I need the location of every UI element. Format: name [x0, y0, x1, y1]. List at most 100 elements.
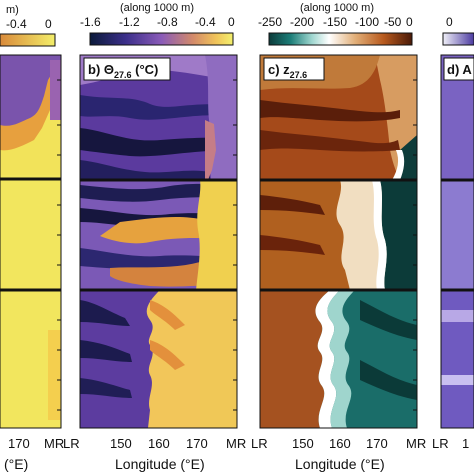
- panel-b-dark-band-2: [80, 128, 237, 157]
- panel-b-mid-dark-1: [80, 183, 237, 202]
- colorbar-a-tick-0: -0.4: [6, 17, 27, 31]
- panel-b-low-dark-3: [80, 378, 132, 398]
- colorbar-b-tick-2: -0.8: [157, 15, 178, 29]
- panel-d-xtick-0: LR: [432, 436, 449, 451]
- panel-c-mid-white: [372, 180, 387, 290]
- panel-b-title-sub: 27.6: [114, 70, 132, 80]
- panel-b-xtick-0: LR: [63, 436, 80, 451]
- colorbar-c-header: (along 1000 m): [300, 2, 374, 14]
- colorbar-b-bar: [89, 32, 234, 46]
- panel-c-xtick-2: 160: [329, 436, 351, 451]
- panel-c-title-sub: 27.6: [290, 70, 308, 80]
- colorbar-c: (along 1000 m) -250 -200 -150 -100 -50 0: [258, 2, 413, 46]
- panel-c-xlabel: Longitude (°E): [295, 456, 385, 472]
- colorbar-b-tick-0: -1.6: [80, 15, 101, 29]
- colorbar-a: m) -0.4 0: [0, 4, 56, 47]
- panel-c-xaxis: LR 150 160 170 MR Longitude (°E): [251, 436, 426, 472]
- panel-b-mid-right-yellow: [196, 180, 237, 290]
- panel-c-xtick-4: MR: [406, 436, 426, 451]
- panel-b-xtick-1: 150: [110, 436, 132, 451]
- panel-d-frame: [440, 54, 474, 429]
- panel-b-xaxis: LR 150 160 170 MR Longitude (°E): [63, 436, 246, 472]
- panel-c-frame: [259, 54, 418, 429]
- panel-c-title: c) z27.6: [263, 57, 325, 81]
- panel-b-xtick-2: 160: [148, 436, 170, 451]
- panel-c-dark-1: [260, 100, 400, 122]
- panel-d-title: d) A: [443, 57, 474, 81]
- panel-c-low-brown: [260, 290, 330, 428]
- y-ticks: [57, 79, 417, 411]
- panel-b-dark-band-3: [80, 160, 210, 180]
- panel-b-low-right: [200, 300, 237, 428]
- panel-b-title-text: b) Θ27.6 (°C): [88, 62, 158, 80]
- panel-c-heatmap: [260, 55, 417, 428]
- panel-b-low-dark-2: [80, 340, 132, 362]
- panel-c-low-white: [315, 290, 340, 428]
- panel-c-title-main: c) z: [268, 62, 290, 77]
- panel-c-mid-dark-2: [260, 235, 325, 255]
- panel-c-title-text: c) z27.6: [268, 62, 307, 80]
- panel-a-frame: [0, 54, 62, 429]
- panel-b-heatmap: [80, 55, 237, 428]
- panel-c-white-edge-1: [392, 150, 405, 180]
- panel-b-right-edge-1: [205, 120, 216, 180]
- panel-c-mid-teal: [380, 180, 417, 290]
- panel-a-lower-band: [48, 330, 61, 420]
- panel-a-yellow-patch: [0, 100, 61, 175]
- colorbar-b-tick-4: 0: [228, 15, 235, 29]
- colorbar-b-tick-1: -1.2: [119, 15, 140, 29]
- panel-d-stripe-1: [441, 310, 474, 322]
- colorbar-d: 0: [442, 15, 474, 46]
- panel-b-title-main: b) Θ: [88, 62, 114, 77]
- panel-c-mid-dark-1: [260, 195, 325, 215]
- panel-c-xtick-0: LR: [251, 436, 268, 451]
- panel-c-title-box: [263, 57, 325, 81]
- panel-b-low-orange-1: [150, 300, 185, 330]
- colorbar-c-tick-0: -250: [258, 15, 282, 29]
- panel-a-xlabel: (°E): [4, 456, 28, 472]
- panel-c-xtick-1: 150: [292, 436, 314, 451]
- colorbar-c-tick-3: -100: [355, 15, 379, 29]
- colorbar-a-bar: [0, 33, 56, 47]
- colorbar-c-tick-4: -50: [384, 15, 402, 29]
- colorbar-c-bar: [268, 32, 413, 46]
- colorbar-c-tick-2: -150: [323, 15, 347, 29]
- panel-b-title-box: [83, 57, 171, 81]
- panel-b-xtick-3: 170: [186, 436, 208, 451]
- panel-a-xtick-0: 170: [8, 436, 30, 451]
- panel-b-low-orange-2: [150, 340, 185, 370]
- panel-c-low-deepteal-1: [360, 300, 417, 340]
- panel-b-frame: [79, 54, 238, 429]
- colorbar-b-tick-3: -0.4: [195, 15, 216, 29]
- colorbar-c-tick-1: -200: [290, 15, 314, 29]
- panel-c-low-lightteal: [327, 290, 355, 428]
- panel-b-low-dark-1: [80, 300, 130, 326]
- panel-a-xaxis: 170 MR (°E): [4, 436, 64, 472]
- colorbar-c-tick-5: 0: [406, 15, 413, 29]
- colorbar-b: (along 1000 m) -1.6 -1.2 -0.8 -0.4 0: [80, 2, 235, 46]
- colorbar-d-tick-0: 0: [446, 15, 453, 29]
- panel-d-title-main: d) A: [447, 62, 472, 77]
- panel-d-stripe-2: [441, 375, 474, 385]
- colorbar-a-tick-1: 0: [45, 17, 52, 31]
- panel-d-heatmap: [441, 55, 474, 428]
- panel-d-mid: [441, 180, 474, 290]
- panel-d-xtick-1: 1: [462, 436, 469, 451]
- panel-c-dark-2: [260, 130, 400, 152]
- colorbar-a-header: m): [6, 4, 19, 16]
- panel-b-dark-band-1: [80, 95, 237, 120]
- panel-b-xlabel: Longitude (°E): [115, 456, 205, 472]
- panel-b-title-unit: (°C): [132, 62, 159, 77]
- panel-c-xtick-3: 170: [366, 436, 388, 451]
- panel-a-heatmap: [0, 55, 61, 428]
- panel-a-purple-edge: [50, 60, 61, 120]
- panel-b-xtick-4: MR: [226, 436, 246, 451]
- colorbar-b-header: (along 1000 m): [120, 2, 194, 14]
- panel-d-xaxis: LR 1: [432, 436, 469, 451]
- panel-b-title: b) Θ27.6 (°C): [83, 57, 171, 81]
- panel-a-xtick-1: MR: [44, 436, 64, 451]
- colorbar-d-bar: [442, 32, 474, 46]
- panel-d-title-box: [443, 57, 474, 81]
- panel-c-low-deepteal-2: [360, 360, 417, 400]
